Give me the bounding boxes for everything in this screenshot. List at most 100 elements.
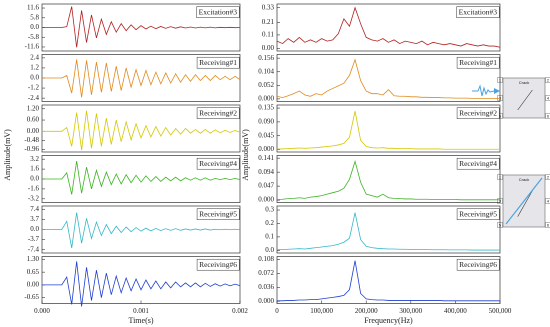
x-tick-label: 0.001 [133, 307, 149, 315]
y-tick-label: 0.000 [258, 145, 274, 153]
y-axis-label: Amplitude(mV) [241, 129, 250, 181]
y-tick-label: 0.0 [30, 225, 39, 233]
y-tick-label: 0.11 [262, 31, 274, 39]
sensor [545, 174, 550, 180]
signal-line [42, 161, 241, 195]
title-box [456, 107, 500, 119]
signal-line [277, 212, 500, 251]
y-tick-label: -1.6 [28, 185, 40, 193]
y-tick-label: 0.036 [258, 283, 274, 291]
y-tick-label: -3.2 [28, 194, 40, 202]
crack [517, 89, 533, 111]
sensor-label: 1 [499, 77, 502, 82]
title-box [196, 208, 240, 220]
specimen [502, 77, 546, 119]
y-tick-label: -0.48 [24, 136, 39, 144]
sensor [545, 113, 550, 119]
y-tick-label: 0.65 [27, 268, 40, 276]
signal-line [277, 260, 500, 302]
plot-frame [276, 54, 501, 102]
crack-label: Crack [519, 80, 529, 85]
title-box [196, 6, 240, 18]
y-tick-label: 1.2 [30, 64, 39, 72]
y-tick-label: 0.0 [30, 175, 39, 183]
y-tick-label: 0.052 [258, 81, 274, 89]
y-tick-label: 0.135 [258, 104, 274, 112]
signal-line [42, 261, 241, 307]
panel-title: Receiving#5 [199, 210, 237, 219]
x-tick-label: 400,000 [444, 307, 467, 315]
y-tick-label: 0.0 [30, 23, 39, 31]
sensor-label: 3 [499, 95, 502, 100]
y-tick-label: 3.7 [30, 215, 39, 223]
title-box [456, 6, 500, 18]
plot-frame [276, 256, 501, 304]
x-axis-label: Time(s) [128, 316, 153, 325]
y-tick-label: 7.4 [30, 205, 39, 213]
sensor-label: 1 [499, 174, 502, 179]
x-tick-label: 0.002 [232, 307, 248, 315]
signal-line [276, 6, 501, 48]
plot-frame [276, 205, 501, 254]
y-tick-label: -11.6 [25, 43, 40, 51]
panel-title: Receiving#2 [459, 109, 497, 118]
y-tick-label: -3.7 [28, 235, 40, 243]
y-tick-label: 5.8 [30, 13, 39, 21]
signal-line [277, 111, 500, 150]
y-tick-label: 1.30 [27, 255, 40, 263]
panel-title: Receiving#4 [459, 159, 497, 168]
sensor-label: 2 [547, 174, 550, 179]
panel-title: Excitation#3 [199, 8, 238, 17]
panel-title: Receiving#4 [199, 159, 237, 168]
title-box [456, 157, 500, 170]
y-tick-label: -7.4 [28, 245, 40, 253]
y-tick-label: 1.20 [27, 104, 40, 112]
title-box [456, 258, 500, 271]
y-tick-label: 2.4 [30, 53, 39, 61]
y-tick-label: -1.2 [28, 84, 40, 92]
crack-label: Crack [519, 177, 529, 182]
title-box [196, 107, 240, 119]
diagrams: Crack 1 2 3 4 5 6 Crack 1 2 3 4 5 6 [472, 77, 550, 228]
sensor-label: 6 [547, 222, 550, 227]
y-tick-label: 0.090 [258, 118, 274, 126]
sensor-label: 5 [499, 113, 502, 118]
sensor [545, 95, 550, 101]
panel-title: Receiving#1 [199, 58, 237, 67]
sensor-label: 2 [547, 77, 550, 82]
title-box [196, 56, 240, 69]
x-tick-label: 0 [275, 307, 279, 315]
y-tick-label: 0.00 [27, 281, 40, 289]
sensor [545, 198, 550, 204]
y-tick-label: 0.045 [258, 131, 274, 139]
panel-title: Receiving#6 [199, 260, 237, 269]
title-box [456, 208, 500, 220]
title-box [196, 258, 240, 271]
signal-line [42, 59, 241, 98]
y-tick-label: 0.000 [258, 94, 274, 102]
y-tick-label: 0.104 [258, 67, 274, 75]
wave-path [505, 177, 543, 225]
y-tick-label: 0.072 [258, 269, 274, 277]
panel-title: Excitation#3 [459, 8, 498, 17]
y-tick-label: 0.00 [27, 127, 40, 135]
y-tick-label: 0.108 [258, 255, 274, 263]
signal-line [42, 110, 241, 151]
y-tick-label: 0.2 [265, 219, 274, 227]
y-tick-label: 0.33 [262, 3, 275, 11]
sensor-label: 6 [547, 113, 550, 118]
crack [517, 190, 533, 217]
y-tick-label: 0.000 [258, 196, 274, 204]
y-tick-label: 0.156 [258, 54, 274, 62]
sensor [545, 222, 550, 228]
x-tick-label: 200,000 [355, 307, 378, 315]
sensor-label: 3 [499, 198, 502, 203]
y-tick-label: -0.96 [24, 145, 39, 153]
y-tick-label: -5.8 [28, 33, 40, 41]
sensor [545, 77, 550, 83]
y-tick-label: 0.047 [258, 182, 274, 190]
signal-line [276, 58, 500, 100]
panel-title: Receiving#1 [459, 58, 497, 67]
y-tick-label: 0.094 [258, 168, 274, 176]
y-tick-label: 0.141 [258, 154, 274, 162]
